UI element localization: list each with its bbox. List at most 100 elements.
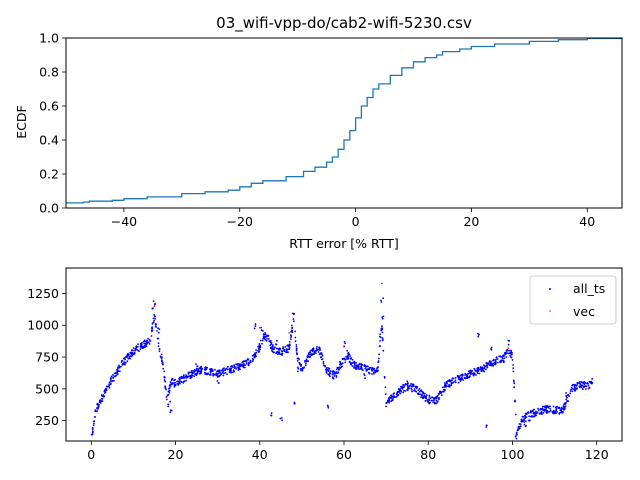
all-ts-point: [486, 366, 489, 369]
all-ts-point: [130, 349, 133, 352]
all-ts-point: [569, 392, 572, 395]
all-ts-point: [180, 377, 183, 380]
all-ts-point: [432, 399, 435, 402]
all-ts-point: [353, 365, 356, 367]
all-ts-point: [454, 376, 457, 379]
all-ts-point: [565, 398, 568, 401]
all-ts-point: [551, 410, 554, 413]
legend-label-vec: vec: [573, 304, 595, 319]
all-ts-point: [335, 371, 338, 374]
all-ts-point: [513, 386, 516, 388]
all-ts-point: [405, 383, 408, 386]
all-ts-point: [446, 380, 449, 383]
all-ts-point: [492, 362, 494, 365]
all-ts-point: [320, 352, 323, 355]
all-ts-point: [178, 377, 181, 380]
legend-marker-all-ts: [549, 288, 551, 290]
all-ts-point: [424, 396, 427, 398]
all-ts-point: [584, 382, 587, 384]
all-ts-point: [428, 394, 431, 397]
all-ts-point: [441, 390, 444, 393]
all-ts-point: [370, 367, 373, 369]
all-ts-point: [124, 361, 127, 364]
all-ts-point: [436, 400, 439, 403]
all-ts-point: [245, 362, 248, 365]
all-ts-point: [182, 374, 185, 377]
all-ts-point: [411, 385, 414, 388]
all-ts-point: [254, 352, 256, 355]
all-ts-point: [110, 377, 112, 379]
all-ts-point: [576, 382, 579, 385]
all-ts-point: [278, 351, 281, 353]
all-ts-point: [206, 366, 209, 369]
all-ts-point: [385, 405, 387, 408]
all-ts-point: [540, 412, 543, 415]
all-ts-point: [585, 388, 587, 390]
all-ts-point: [305, 358, 308, 361]
all-ts-point: [150, 335, 153, 337]
all-ts-point: [403, 389, 405, 392]
all-ts-point: [580, 380, 582, 383]
all-ts-point: [478, 368, 480, 371]
all-ts-point: [189, 375, 191, 377]
all-ts-point: [121, 360, 123, 362]
all-ts-point: [486, 362, 489, 365]
all-ts-point: [318, 346, 320, 349]
all-ts-point: [200, 372, 202, 374]
all-ts-point: [223, 372, 225, 375]
all-ts-point: [512, 367, 515, 369]
all-ts-point: [253, 327, 256, 330]
all-ts-point: [280, 417, 283, 419]
all-ts-point: [355, 364, 358, 367]
all-ts-point: [504, 352, 506, 355]
all-ts-point: [218, 369, 221, 372]
all-ts-point: [327, 406, 330, 409]
all-ts-point: [151, 326, 154, 329]
all-ts-point: [547, 406, 550, 408]
all-ts-point: [260, 326, 262, 329]
all-ts-point: [112, 376, 115, 379]
all-ts-point: [483, 370, 486, 373]
all-ts-point: [346, 349, 349, 352]
all-ts-point: [422, 395, 424, 397]
all-ts-point: [313, 353, 315, 355]
all-ts-point: [367, 365, 369, 368]
vec-point: [343, 346, 345, 348]
all-ts-point: [420, 389, 423, 391]
all-ts-point: [167, 403, 170, 406]
all-ts-point: [549, 405, 551, 408]
all-ts-point: [291, 324, 293, 327]
all-ts-point: [381, 317, 384, 320]
all-ts-point: [191, 374, 194, 377]
all-ts-point: [253, 356, 256, 359]
all-ts-point: [467, 372, 469, 375]
all-ts-point: [366, 368, 369, 371]
all-ts-point: [433, 398, 435, 400]
all-ts-point: [393, 395, 396, 398]
all-ts-point: [92, 431, 94, 433]
all-ts-point: [419, 393, 422, 396]
all-ts-point: [355, 366, 358, 369]
all-ts-point: [519, 425, 522, 428]
y-axis-label: ECDF: [14, 105, 29, 138]
all-ts-point: [249, 359, 252, 362]
all-ts-point: [382, 349, 385, 352]
all-ts-point: [496, 358, 499, 360]
all-ts-point: [575, 385, 578, 387]
all-ts-point: [420, 396, 422, 399]
all-ts-point: [251, 360, 254, 363]
all-ts-point: [91, 427, 94, 430]
all-ts-point: [272, 344, 274, 346]
all-ts-point: [300, 364, 302, 367]
x-tick-label: −20: [227, 214, 253, 229]
y-tick-label: 1.0: [39, 31, 59, 46]
all-ts-point: [309, 353, 312, 356]
all-ts-point: [507, 343, 510, 346]
all-ts-point: [537, 409, 540, 411]
all-ts-point: [316, 346, 318, 348]
all-ts-point: [423, 392, 426, 395]
all-ts-point: [238, 365, 241, 367]
legend-marker-vec: [549, 310, 551, 312]
all-ts-point: [226, 368, 229, 371]
scatter-x-ticks: 0 20 40 60 80 100 120: [87, 441, 609, 462]
